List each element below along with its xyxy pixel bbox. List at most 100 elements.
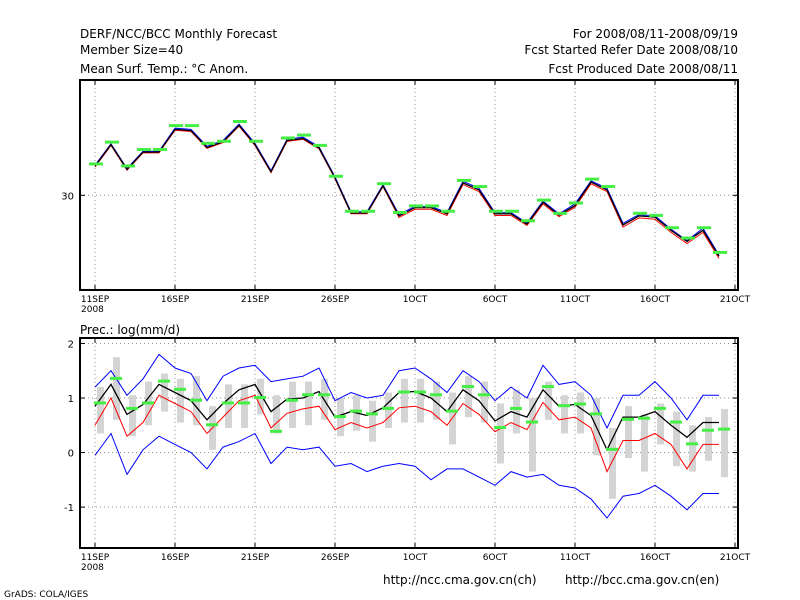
x-tick-label: 16OCT (640, 553, 671, 563)
precipitation-panel: 11SEP 16SEP 21SEP 26SEP 1OCT 6OCT 11OCT 16OCT 21… (64, 337, 751, 573)
observed-marker (553, 211, 567, 215)
observed-marker (441, 209, 455, 213)
observed-marker (686, 442, 698, 446)
observed-marker (382, 406, 394, 410)
observed-marker (430, 393, 442, 397)
observed-marker (697, 226, 711, 230)
observed-marker (94, 401, 106, 405)
observed-marker (510, 406, 522, 410)
chart-title: DERF/NCC/BCC Monthly Forecast (80, 27, 277, 41)
observed-marker (425, 204, 439, 208)
observed-marker (174, 387, 186, 391)
grads-credit: GrADS: COLA/IGES (4, 590, 88, 600)
y-tick-label: 1 (68, 394, 74, 405)
spread-bar (289, 381, 296, 428)
plot-frame (79, 79, 739, 291)
series-lower-members (94, 125, 720, 259)
observed-marker (590, 412, 602, 416)
observed-marker (281, 136, 295, 140)
spread-bar (673, 411, 680, 467)
spread-bar (113, 357, 120, 420)
observed-marker (217, 139, 231, 143)
observed-marker (665, 226, 679, 230)
spread-bar (689, 425, 696, 472)
spread-bar (705, 417, 712, 461)
series-lower-members (94, 394, 719, 473)
observed-marker (681, 236, 695, 240)
observed-marker (633, 211, 647, 215)
observed-marker (494, 426, 506, 429)
observed-marker (153, 148, 167, 151)
observed-marker (478, 393, 490, 397)
x-tick-label: 6OCT (483, 295, 508, 305)
observed-marker (601, 185, 615, 189)
observed-marker (270, 429, 282, 433)
series-upper-members (94, 123, 720, 256)
url-china: http://ncc.cma.gov.cn(ch) (383, 573, 537, 587)
member-size: Member Size=40 (80, 43, 183, 57)
spread-bar (161, 373, 168, 412)
observed-marker (249, 139, 263, 143)
observed-marker (393, 211, 407, 214)
observed-marker (649, 213, 663, 217)
x-tick-label: 1OCT (403, 295, 428, 305)
observed-marker (142, 401, 154, 405)
observed-marker (334, 415, 346, 419)
spread-bar (177, 378, 184, 423)
spread-bar (385, 392, 392, 428)
observed-marker (585, 177, 599, 181)
spread-bar (513, 389, 520, 434)
observed-marker (398, 390, 410, 394)
observed-marker (414, 390, 426, 394)
spread-bar (529, 398, 536, 472)
observed-marker (302, 393, 314, 397)
observed-marker (558, 404, 570, 408)
spread-bar (721, 408, 728, 478)
observed-marker (718, 427, 730, 431)
observed-marker (185, 124, 199, 128)
spread-bar (497, 403, 504, 464)
spread-bar (241, 384, 248, 428)
observed-marker (366, 412, 378, 416)
series-maximum (94, 353, 719, 430)
y-tick-label: 0 (68, 449, 74, 460)
spread-bar (545, 381, 552, 420)
observed-marker (526, 420, 538, 424)
observed-marker (574, 402, 586, 406)
year-label: 2008 (81, 563, 104, 573)
spread-bar (625, 406, 632, 458)
observed-marker (105, 140, 119, 144)
y-tick-label: 2 (68, 339, 74, 350)
series-ensemble-mean (94, 124, 720, 257)
observed-marker (713, 250, 727, 254)
x-tick-label: 21OCT (720, 295, 751, 305)
spread-bar (465, 376, 472, 418)
spread-bar (273, 395, 280, 434)
observed-marker (702, 428, 714, 432)
observed-marker (377, 182, 391, 186)
observed-marker (473, 185, 487, 189)
observed-marker (201, 141, 215, 145)
observed-marker (121, 164, 135, 168)
spread-bar (417, 378, 424, 423)
x-tick-label: 21OCT (720, 553, 751, 563)
observed-marker (521, 219, 535, 223)
observed-marker (542, 385, 554, 389)
precip-panel-label: Prec.: log(mm/d) (80, 323, 180, 337)
x-tick-label: 6OCT (483, 553, 508, 563)
start-date: Fcst Started Refer Date 2008/08/10 (524, 43, 738, 57)
forecast-period: For 2008/08/11-2008/09/19 (573, 27, 738, 41)
produced-date: Fcst Produced Date 2008/08/11 (548, 62, 738, 76)
x-tick-label: 26SEP (321, 295, 350, 305)
observed-marker (286, 398, 298, 402)
x-tick-label: 11OCT (560, 553, 591, 563)
x-tick-label: 11OCT (560, 295, 591, 305)
x-tick-label: 21SEP (241, 553, 270, 563)
observed-marker (489, 209, 503, 213)
spread-bar (561, 395, 568, 434)
spread-bar (305, 381, 312, 426)
x-tick-label: 16SEP (161, 295, 190, 305)
spread-bar (129, 395, 136, 437)
observed-marker (206, 423, 218, 427)
x-tick-label: 16OCT (640, 295, 671, 305)
